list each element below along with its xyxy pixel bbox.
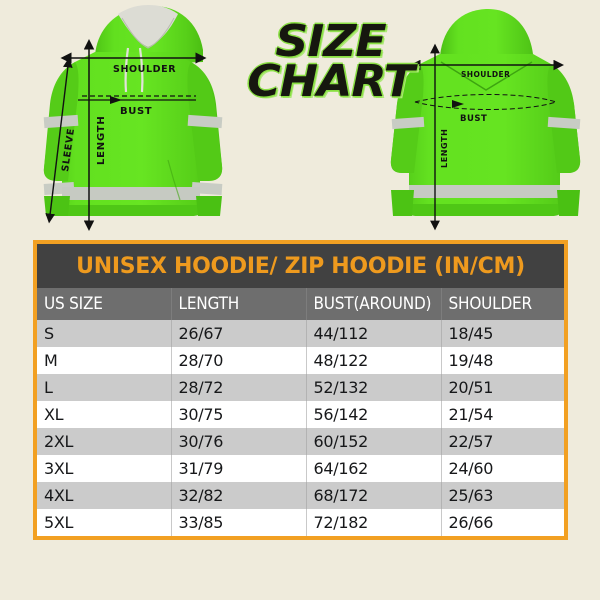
bust-arrowhead-back — [452, 100, 464, 108]
cell-length: 31/79 — [171, 455, 307, 482]
label-shoulder-front: SHOULDER — [113, 64, 176, 75]
stripe-body-hem-back — [409, 185, 560, 198]
cell-bust: 52/132 — [306, 374, 442, 401]
table-row: 2XL 30/76 60/152 22/57 — [37, 428, 564, 455]
table-row: 5XL 33/85 72/182 26/66 — [37, 509, 564, 536]
hoodie-front-view: SHOULDER BUST LENGTH SLEEVE — [43, 5, 223, 231]
cuff-right-back — [557, 190, 580, 216]
hood-back — [440, 8, 533, 68]
cell-length: 28/72 — [171, 374, 307, 401]
hood-seam-v — [440, 61, 533, 91]
cell-shoulder: 22/57 — [441, 428, 564, 455]
cuff-left — [44, 196, 70, 216]
cuff-left-back — [391, 190, 414, 216]
cell-bust: 64/162 — [306, 455, 442, 482]
size-chart-table: US SIZE LENGTH BUST(AROUND) SHOULDER S 2… — [37, 288, 564, 536]
cell-bust: 56/142 — [306, 401, 442, 428]
cell-bust: 60/152 — [306, 428, 442, 455]
cell-size: 3XL — [37, 455, 172, 482]
cell-bust: 44/112 — [306, 320, 442, 347]
table-row: XL 30/75 56/142 21/54 — [37, 401, 564, 428]
cell-shoulder: 25/63 — [441, 482, 564, 509]
cell-length: 32/82 — [171, 482, 307, 509]
stripe-body-hem — [62, 187, 200, 200]
column-header-length: LENGTH — [171, 288, 307, 320]
sleeve-arrow-front — [45, 57, 73, 224]
stripe-sleeve-right-back — [547, 116, 581, 130]
label-length-back: LENGTH — [440, 129, 449, 168]
table-row: L 28/72 52/132 20/51 — [37, 374, 564, 401]
cell-shoulder: 24/60 — [441, 455, 564, 482]
cell-size: 2XL — [37, 428, 172, 455]
cell-size: L — [37, 374, 172, 401]
cell-length: 28/70 — [171, 347, 307, 374]
waistband-back — [409, 204, 560, 216]
drawstring-right — [138, 47, 144, 93]
cell-shoulder: 18/45 — [441, 320, 564, 347]
table-header: US SIZE LENGTH BUST(AROUND) SHOULDER — [37, 288, 564, 320]
hood-lining — [118, 5, 178, 47]
table-header-row: US SIZE LENGTH BUST(AROUND) SHOULDER — [37, 288, 564, 320]
cuff-right — [196, 196, 222, 216]
cell-size: 4XL — [37, 482, 172, 509]
cell-length: 30/76 — [171, 428, 307, 455]
hoodie-back-view: SHOULDER BUST LENGTH — [390, 8, 581, 231]
size-chart-table-container: UNISEX HOODIE/ ZIP HOODIE (IN/CM) US SIZ… — [33, 240, 568, 540]
hood-lining-edge — [121, 17, 175, 49]
label-shoulder-back: SHOULDER — [461, 70, 510, 79]
cell-length: 26/67 — [171, 320, 307, 347]
table-row: M 28/70 48/122 19/48 — [37, 347, 564, 374]
column-header-bust: BUST(AROUND) — [306, 288, 442, 320]
pocket-seam — [167, 159, 181, 201]
bust-arrowhead-front — [110, 96, 122, 104]
stripe-sleeve-left-back — [391, 116, 425, 130]
cell-length: 33/85 — [171, 509, 307, 536]
drawstring-left — [124, 47, 130, 93]
cell-bust: 68/172 — [306, 482, 442, 509]
cell-shoulder: 21/54 — [441, 401, 564, 428]
table-title: UNISEX HOODIE/ ZIP HOODIE (IN/CM) — [37, 244, 564, 288]
table-row: S 26/67 44/112 18/45 — [37, 320, 564, 347]
cell-size: XL — [37, 401, 172, 428]
table-row: 3XL 31/79 64/162 24/60 — [37, 455, 564, 482]
stripe-sleeve-right-upper — [187, 114, 223, 129]
cell-shoulder: 20/51 — [441, 374, 564, 401]
cell-size: M — [37, 347, 172, 374]
cell-bust: 48/122 — [306, 347, 442, 374]
cell-bust: 72/182 — [306, 509, 442, 536]
table-body: S 26/67 44/112 18/45 M 28/70 48/122 19/4… — [37, 320, 564, 536]
cell-size: S — [37, 320, 172, 347]
illustration-area: SHOULDER BUST LENGTH SLEEVE — [0, 0, 600, 240]
label-bust-front: BUST — [120, 106, 152, 117]
table-row: 4XL 32/82 68/172 25/63 — [37, 482, 564, 509]
waistband — [62, 205, 200, 216]
column-header-shoulder: SHOULDER — [441, 288, 564, 320]
cell-shoulder: 26/66 — [441, 509, 564, 536]
cell-shoulder: 19/48 — [441, 347, 564, 374]
column-header-us-size: US SIZE — [37, 288, 172, 320]
cell-length: 30/75 — [171, 401, 307, 428]
cell-size: 5XL — [37, 509, 172, 536]
label-bust-back: BUST — [460, 114, 487, 124]
label-length-front: LENGTH — [96, 115, 107, 165]
bust-ellipse-back — [414, 94, 558, 110]
